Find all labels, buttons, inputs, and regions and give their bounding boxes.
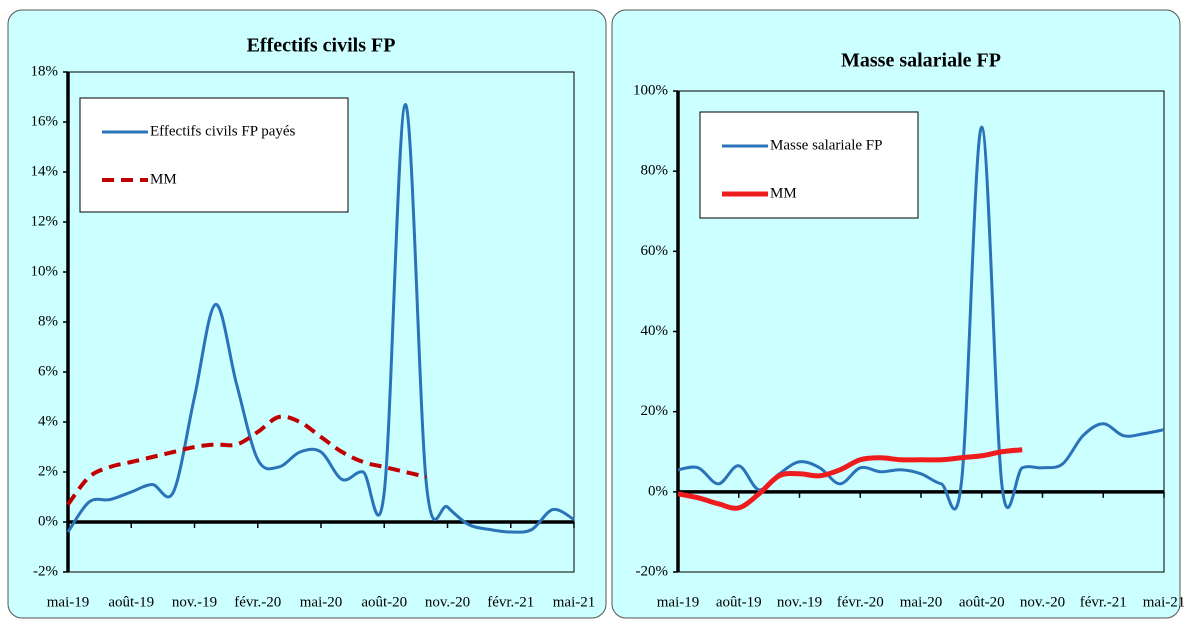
y-tick-label: 8%	[38, 313, 58, 329]
x-tick-label: mai-21	[1143, 594, 1184, 610]
y-tick-label: 18%	[31, 63, 59, 79]
chart-title: Effectifs civils FP	[247, 35, 396, 57]
x-tick-label: août-19	[716, 594, 762, 610]
x-tick-label: nov.-19	[172, 594, 217, 610]
y-tick-label: 80%	[641, 163, 669, 179]
y-tick-label: 0%	[648, 483, 668, 499]
y-tick-label: 60%	[641, 243, 669, 259]
chart-title: Masse salariale FP	[841, 50, 1001, 72]
x-tick-label: août-20	[959, 594, 1005, 610]
x-tick-label: mai-20	[300, 594, 343, 610]
x-tick-label: mai-21	[553, 594, 596, 610]
x-tick-label: août-20	[361, 594, 407, 610]
legend-label: Effectifs civils FP payés	[150, 123, 296, 139]
y-tick-label: 40%	[641, 323, 669, 339]
x-tick-label: nov.-19	[777, 594, 822, 610]
x-tick-label: nov.-20	[425, 594, 470, 610]
y-tick-label: 4%	[38, 413, 58, 429]
series-line	[677, 447, 1023, 511]
x-tick-label: févr.-21	[487, 594, 534, 610]
y-tick-label: -20%	[636, 563, 669, 579]
y-tick-label: 16%	[31, 113, 59, 129]
panel	[611, 9, 1181, 619]
y-tick-label: 14%	[31, 163, 59, 179]
y-tick-label: 0%	[38, 513, 58, 529]
y-tick-label: -2%	[33, 563, 58, 579]
legend-label: Masse salariale FP	[770, 137, 882, 153]
legend-label: MM	[770, 185, 797, 201]
y-tick-label: 2%	[38, 463, 58, 479]
y-tick-label: 6%	[38, 363, 58, 379]
y-tick-label: 100%	[633, 82, 668, 98]
legend-box	[79, 97, 349, 213]
legend-box	[699, 111, 919, 219]
x-tick-label: nov.-20	[1020, 594, 1065, 610]
series-line	[66, 102, 575, 534]
y-tick-label: 12%	[31, 213, 59, 229]
x-tick-label: mai-19	[657, 594, 700, 610]
x-tick-label: août-19	[108, 594, 154, 610]
x-tick-label: févr.-20	[837, 594, 884, 610]
series-line	[66, 414, 427, 506]
x-tick-label: févr.-21	[1080, 594, 1127, 610]
y-tick-label: 10%	[31, 263, 59, 279]
y-tick-label: 20%	[641, 403, 669, 419]
legend-label: MM	[150, 171, 177, 187]
x-tick-label: mai-19	[47, 594, 90, 610]
x-tick-label: mai-20	[900, 594, 943, 610]
x-tick-label: févr.-20	[234, 594, 281, 610]
